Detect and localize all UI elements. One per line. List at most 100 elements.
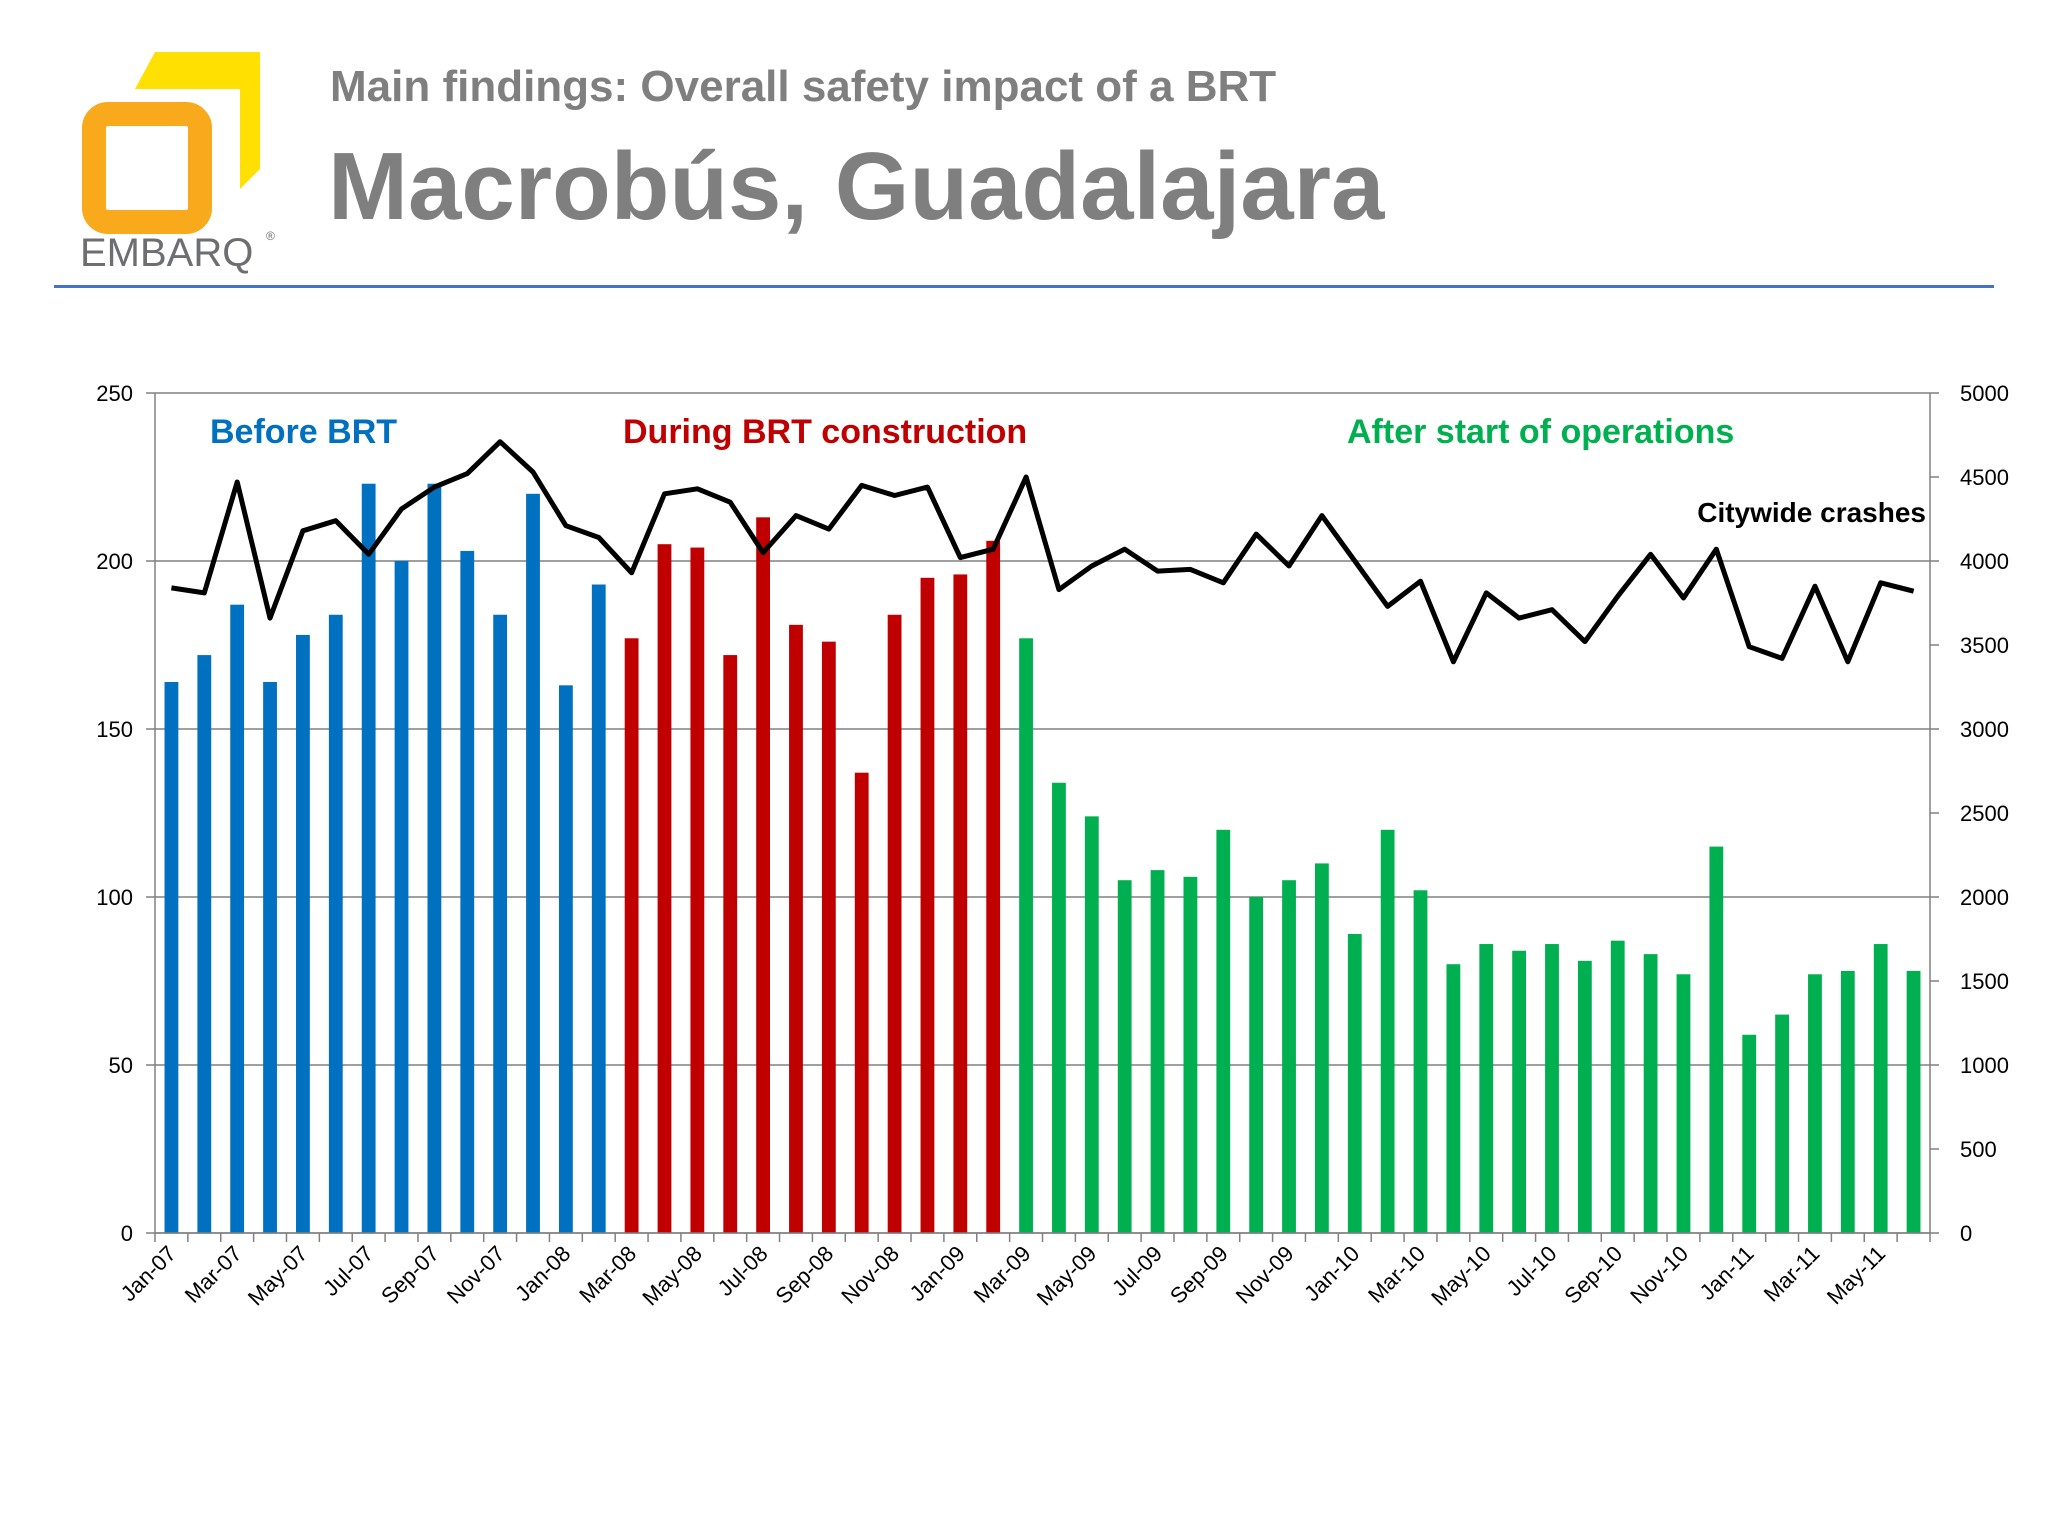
bar-29 — [1084, 816, 1099, 1233]
x-tick-label-8: Mar-08 — [574, 1241, 641, 1308]
bar-14 — [591, 584, 606, 1233]
x-tick-label-19: Jan-10 — [1299, 1241, 1364, 1306]
left-tick-label-1: 50 — [109, 1053, 133, 1078]
x-tick-label-16: Jul-09 — [1107, 1241, 1167, 1301]
bar-4 — [263, 681, 277, 1233]
right-tick-label-6: 3000 — [1960, 717, 2009, 742]
bar-8 — [394, 561, 409, 1233]
bar-21 — [821, 641, 836, 1233]
bar-44 — [1577, 960, 1592, 1233]
bar-32 — [1183, 876, 1198, 1233]
page-title: Macrobús, Guadalajara — [328, 133, 1385, 240]
bar-1 — [164, 681, 179, 1233]
chart-gridlines — [155, 392, 1930, 1234]
bar-17 — [690, 547, 705, 1233]
bar-5 — [296, 634, 310, 1233]
page-subtitle: Main findings: Overall safety impact of … — [330, 62, 1277, 111]
citywide-crashes-line — [171, 439, 1915, 665]
bar-3 — [230, 604, 245, 1233]
bar-47 — [1676, 974, 1691, 1233]
bar-18 — [723, 655, 738, 1233]
bar-23 — [887, 614, 902, 1233]
x-tick-label-13: Jan-09 — [905, 1241, 970, 1306]
left-tick-label-3: 150 — [96, 717, 133, 742]
annotation-citywide-crashes: Citywide crashes — [1697, 497, 1926, 528]
bar-27 — [1019, 638, 1033, 1233]
right-tick-label-9: 4500 — [1960, 465, 2009, 490]
x-tick-label-21: May-10 — [1426, 1241, 1496, 1311]
bar-16 — [657, 544, 672, 1233]
bar-52 — [1840, 970, 1855, 1233]
chart-bars — [164, 483, 1921, 1234]
x-tick-label-20: Mar-10 — [1363, 1241, 1430, 1308]
bar-54 — [1906, 970, 1921, 1233]
title-divider — [54, 285, 1994, 288]
bar-53 — [1873, 944, 1888, 1233]
x-tick-label-5: Sep-07 — [376, 1241, 444, 1309]
x-tick-label-18: Nov-09 — [1231, 1241, 1299, 1309]
bar-10 — [460, 550, 475, 1233]
bar-6 — [328, 614, 343, 1233]
right-tick-label-7: 3500 — [1960, 633, 2009, 658]
logo-yellow-arrow — [135, 52, 260, 189]
bar-46 — [1643, 954, 1658, 1233]
x-tick-label-6: Nov-07 — [442, 1241, 510, 1309]
bar-33 — [1216, 829, 1231, 1233]
bar-31 — [1150, 870, 1165, 1233]
bar-9 — [427, 483, 442, 1234]
bar-24 — [920, 577, 935, 1233]
x-tick-label-7: Jan-08 — [510, 1241, 575, 1306]
right-tick-label-8: 4000 — [1960, 549, 2009, 574]
bar-2 — [197, 655, 212, 1233]
annotation-after-operations: After start of operations — [1347, 413, 1734, 451]
bar-19 — [756, 517, 771, 1233]
x-tick-label-14: Mar-09 — [969, 1241, 1036, 1308]
bar-11 — [493, 614, 508, 1233]
right-tick-label-10: 5000 — [1960, 381, 2009, 406]
x-tick-label-9: May-08 — [637, 1241, 707, 1311]
bar-37 — [1347, 933, 1362, 1233]
left-tick-label-4: 200 — [96, 549, 133, 574]
bar-40 — [1446, 964, 1461, 1233]
right-tick-label-1: 500 — [1960, 1137, 1997, 1162]
bar-51 — [1808, 974, 1822, 1233]
right-tick-label-5: 2500 — [1960, 801, 2009, 826]
left-tick-label-5: 250 — [96, 381, 133, 406]
annotation-during-construction: During BRT construction — [623, 413, 1027, 451]
bar-43 — [1545, 944, 1559, 1233]
bar-42 — [1512, 950, 1527, 1233]
right-tick-label-3: 1500 — [1960, 969, 2009, 994]
bar-36 — [1314, 863, 1329, 1233]
x-tick-label-3: May-07 — [243, 1241, 313, 1311]
bar-41 — [1479, 944, 1494, 1233]
x-tick-label-1: Jan-07 — [116, 1241, 181, 1306]
chart-line-series — [171, 439, 1915, 665]
logo-text: EMBARQ — [80, 231, 253, 274]
logo-orange-square — [82, 102, 212, 234]
chart-axes — [146, 392, 1939, 1242]
bar-13 — [558, 685, 573, 1233]
bar-34 — [1249, 897, 1264, 1233]
bar-28 — [1052, 782, 1066, 1233]
x-tick-label-23: Sep-10 — [1559, 1241, 1627, 1309]
bar-25 — [953, 574, 968, 1233]
x-tick-label-26: Mar-11 — [1759, 1241, 1825, 1307]
bar-26 — [986, 540, 1001, 1233]
bar-39 — [1413, 890, 1428, 1233]
bar-30 — [1117, 880, 1132, 1233]
bar-49 — [1742, 1034, 1757, 1233]
logo-registered-mark: ® — [266, 229, 275, 243]
bar-7 — [361, 483, 376, 1234]
x-tick-label-27: May-11 — [1822, 1241, 1890, 1309]
x-tick-label-2: Mar-07 — [180, 1241, 247, 1308]
x-tick-label-15: May-09 — [1032, 1241, 1102, 1311]
x-tick-label-22: Jul-10 — [1501, 1241, 1561, 1301]
x-tick-label-11: Sep-08 — [771, 1241, 839, 1309]
bar-38 — [1380, 829, 1395, 1233]
x-tick-label-10: Jul-08 — [713, 1241, 773, 1301]
bar-12 — [526, 493, 540, 1233]
x-tick-label-25: Jan-11 — [1695, 1241, 1759, 1305]
right-tick-label-0: 0 — [1960, 1221, 1972, 1246]
x-tick-label-24: Nov-10 — [1625, 1241, 1693, 1309]
bar-48 — [1709, 846, 1724, 1233]
